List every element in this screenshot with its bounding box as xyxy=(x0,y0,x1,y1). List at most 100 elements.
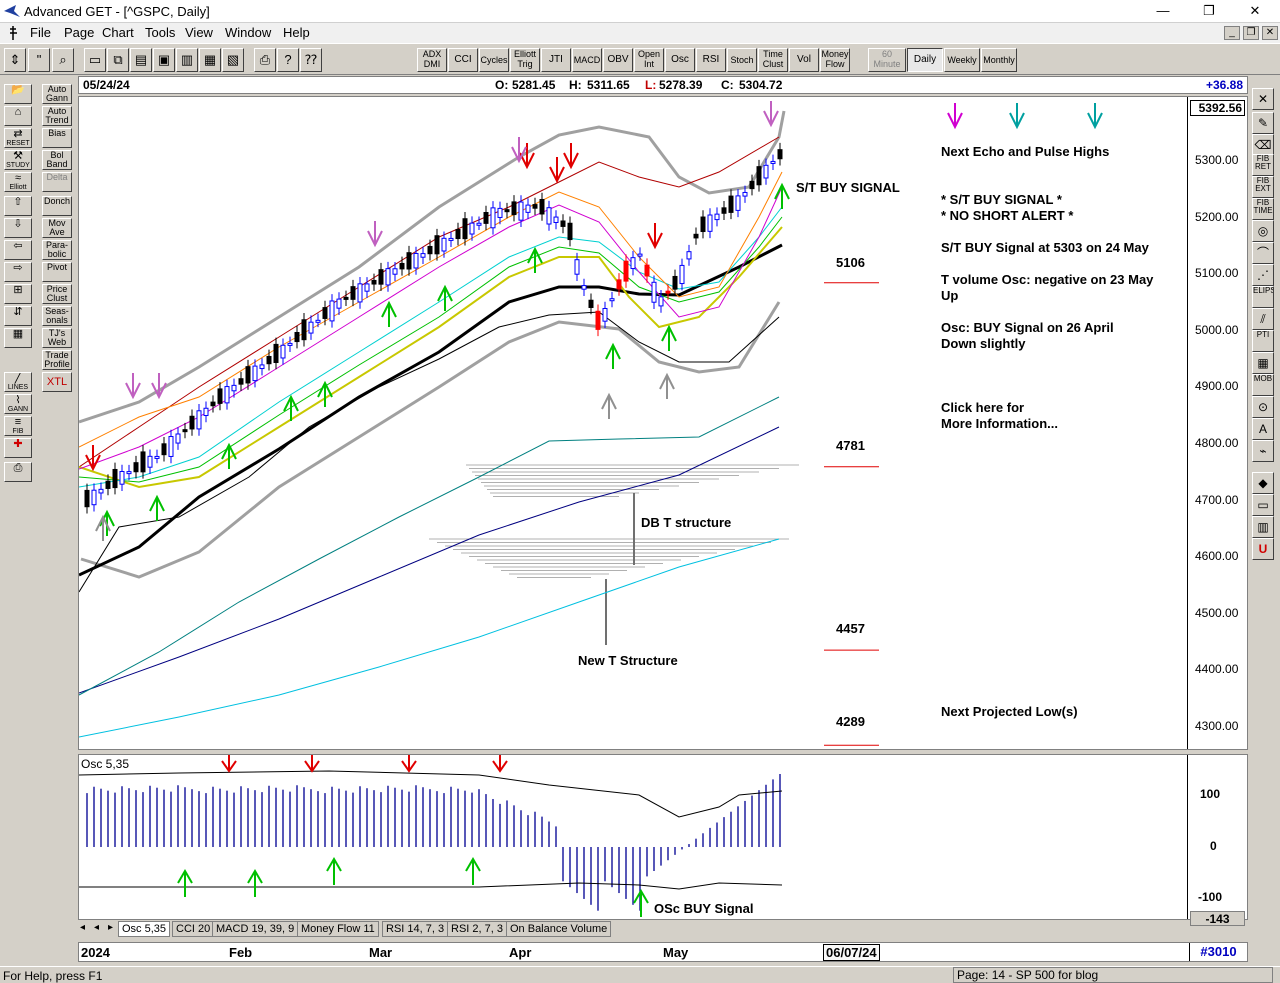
pencil-icon[interactable]: ✎ xyxy=(1252,112,1274,134)
indicator-jti-button[interactable]: JTI xyxy=(541,48,571,72)
minimize-button[interactable]: — xyxy=(1156,3,1170,18)
tool-seas-onals-button[interactable]: Seas-onals xyxy=(42,306,72,326)
mdi-close-button[interactable]: ✕ xyxy=(1262,26,1278,40)
arc-icon[interactable]: ⌒ xyxy=(1252,242,1274,264)
indicator-macd-button[interactable]: MACD xyxy=(572,48,602,72)
pti-icon[interactable]: PTI xyxy=(1252,330,1274,352)
restore-button[interactable]: ❐ xyxy=(1203,3,1215,18)
ruler-icon[interactable]: ⊞ xyxy=(4,284,32,304)
indicator-adx-dmi-button[interactable]: ADX DMI xyxy=(417,48,447,72)
mdi-restore-button[interactable]: ❐ xyxy=(1243,26,1259,40)
tool-auto-trend-button[interactable]: Auto Trend xyxy=(42,106,72,126)
tab-obv[interactable]: On Balance Volume xyxy=(506,921,612,937)
menu-tools[interactable]: Tools xyxy=(145,25,176,40)
indicator-obv-button[interactable]: OBV xyxy=(603,48,633,72)
layout-icon[interactable]: ▧ xyxy=(222,48,244,72)
interval-weekly-button[interactable]: Weekly xyxy=(944,48,980,72)
tab-scroll-right-icon[interactable]: ▸ xyxy=(108,922,114,933)
print-icon[interactable]: ⎙ xyxy=(4,462,32,482)
more-info-link[interactable]: Click here for xyxy=(941,400,1025,415)
new-page-icon[interactable]: ▭ xyxy=(84,48,106,72)
tool-xtl-button[interactable]: XTL xyxy=(42,372,72,392)
arrow-right-icon[interactable]: ⇨ xyxy=(4,262,32,282)
tool-bol-band-button[interactable]: Bol Band xyxy=(42,150,72,170)
grid-tool-icon[interactable]: ▦ xyxy=(1252,352,1274,374)
mdi-minimize-button[interactable]: _ xyxy=(1224,26,1240,40)
chart-copy-icon[interactable]: ▤ xyxy=(130,48,152,72)
tool-mov-ave-button[interactable]: Mov Ave xyxy=(42,218,72,238)
tab-scroll-left-icon[interactable]: ◂ xyxy=(94,922,100,933)
box-tool-icon[interactable]: ▭ xyxy=(1252,494,1274,516)
mob-icon[interactable]: MOB xyxy=(1252,374,1274,396)
grid-icon[interactable]: ▦ xyxy=(4,328,32,348)
indicator-time-clust-button[interactable]: Time Clust xyxy=(758,48,788,72)
tool-trade-profile-button[interactable]: Trade Profile xyxy=(42,350,72,370)
indicator-cci-button[interactable]: CCI xyxy=(448,48,478,72)
lines-icon[interactable]: ╱ LINES xyxy=(4,372,32,392)
ellipse-icon[interactable]: ELIPS xyxy=(1252,286,1274,308)
study-icon[interactable]: ⚒ STUDY xyxy=(4,150,32,170)
tool-donch-button[interactable]: Donch xyxy=(42,196,72,216)
fib-ext-icon[interactable]: FIB EXT xyxy=(1252,176,1274,198)
price-chart-panel[interactable]: S/T BUY SIGNAL DB T structure New T Stru… xyxy=(78,96,1248,750)
circle-icon[interactable]: ◎ xyxy=(1252,220,1274,242)
marker-icon[interactable]: ◆ xyxy=(1252,472,1274,494)
tool-bias-button[interactable]: Bias xyxy=(42,128,72,148)
more-info-link-2[interactable]: More Information... xyxy=(941,416,1058,431)
quote-icon[interactable]: " xyxy=(28,48,50,72)
tool-pivot-button[interactable]: Pivot xyxy=(42,262,72,282)
open-folder-icon[interactable]: 📂 xyxy=(4,84,32,104)
tool-auto-gann-button[interactable]: Auto Gann xyxy=(42,84,72,104)
indicator-elliott-trig-button[interactable]: Elliott Trig xyxy=(510,48,540,72)
tab-osc[interactable]: Osc 5,35 xyxy=(118,921,171,937)
bars-icon[interactable]: ▥ xyxy=(1252,516,1274,538)
eraser-icon[interactable]: ⌫ xyxy=(1252,134,1274,156)
arrow-down-icon[interactable]: ⇩ xyxy=(4,218,32,238)
tool-para-bolic-button[interactable]: Para-bolic xyxy=(42,240,72,260)
cross-icon[interactable]: ✚ xyxy=(4,438,32,458)
menu-help[interactable]: Help xyxy=(283,25,310,40)
interval-daily-button[interactable]: Daily xyxy=(907,48,943,72)
menu-window[interactable]: Window xyxy=(225,25,272,40)
text-tool-icon[interactable]: A xyxy=(1252,418,1274,440)
close-tool-icon[interactable]: ✕ xyxy=(1252,88,1274,110)
grid-icon[interactable]: ▦ xyxy=(199,48,221,72)
menu-page[interactable]: Page xyxy=(64,25,95,40)
window-tile-icon[interactable]: ▥ xyxy=(176,48,198,72)
tab-money-flow[interactable]: Money Flow 11 xyxy=(297,921,379,937)
indicator-cycles-button[interactable]: Cycles xyxy=(479,48,509,72)
tool-tj-s-web-button[interactable]: TJ's Web xyxy=(42,328,72,348)
oscillator-chart[interactable] xyxy=(78,755,1249,921)
menu-view[interactable]: View xyxy=(185,25,213,40)
close-button[interactable]: ✕ xyxy=(1249,3,1261,18)
fib-time-icon[interactable]: FIB TIME xyxy=(1252,198,1274,220)
indicator-open-int-button[interactable]: Open Int xyxy=(634,48,664,72)
reset-icon[interactable]: ⇄ RESET xyxy=(4,128,32,148)
copy-icon[interactable]: ⧉ xyxy=(107,48,129,72)
tab-scroll-first-icon[interactable]: ◂ xyxy=(80,922,86,933)
print-icon[interactable]: ⎙ xyxy=(254,48,276,72)
indicator-stoch-button[interactable]: Stoch xyxy=(727,48,757,72)
tool-delta-button[interactable]: Delta xyxy=(42,172,72,192)
chart-template-icon[interactable]: ⌂ xyxy=(4,106,32,126)
magnet-icon[interactable]: U xyxy=(1252,538,1274,560)
pulse-icon[interactable]: ⌁ xyxy=(1252,440,1274,462)
indicator-osc-button[interactable]: Osc xyxy=(665,48,695,72)
tab-cci[interactable]: CCI 20 xyxy=(172,921,215,937)
channel-icon[interactable]: ⫽ xyxy=(1252,308,1274,330)
zoom-icon[interactable]: ⌕ xyxy=(52,48,74,72)
window-cascade-icon[interactable]: ▣ xyxy=(153,48,175,72)
tab-rsi-14[interactable]: RSI 14, 7, 3 xyxy=(382,921,449,937)
fib-ret-icon[interactable]: FIB RET xyxy=(1252,154,1274,176)
arrow-up-icon[interactable]: ⇧ xyxy=(4,196,32,216)
indicator-vol-button[interactable]: Vol xyxy=(789,48,819,72)
help-cursor-icon[interactable]: ⁇ xyxy=(300,48,322,72)
info-icon[interactable]: ? xyxy=(277,48,299,72)
indicator-money-flow-button[interactable]: Money Flow xyxy=(820,48,850,72)
fan-icon[interactable]: ⋰ xyxy=(1252,264,1274,286)
target-icon[interactable]: ⊙ xyxy=(1252,396,1274,418)
price-chart[interactable] xyxy=(78,97,1249,751)
indicator-rsi-button[interactable]: RSI xyxy=(696,48,726,72)
scale-icon[interactable]: ⇵ xyxy=(4,306,32,326)
cursor-tool-icon[interactable]: ⇕ xyxy=(4,48,26,72)
